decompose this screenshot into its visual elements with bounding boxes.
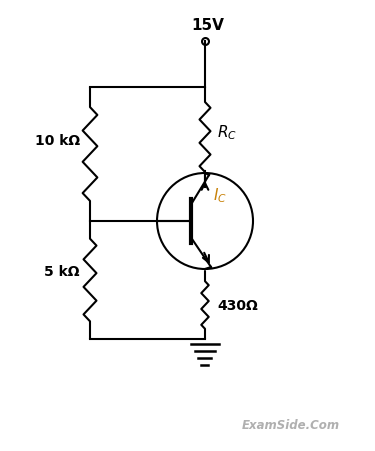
Text: $I_C$: $I_C$ [213,186,227,205]
Text: 5 kΩ: 5 kΩ [44,264,80,278]
Text: 10 kΩ: 10 kΩ [35,133,80,147]
Text: $R_C$: $R_C$ [217,124,237,142]
Text: ExamSide.Com: ExamSide.Com [242,418,340,431]
Text: 15V: 15V [192,18,224,33]
Text: 430Ω: 430Ω [217,299,258,312]
